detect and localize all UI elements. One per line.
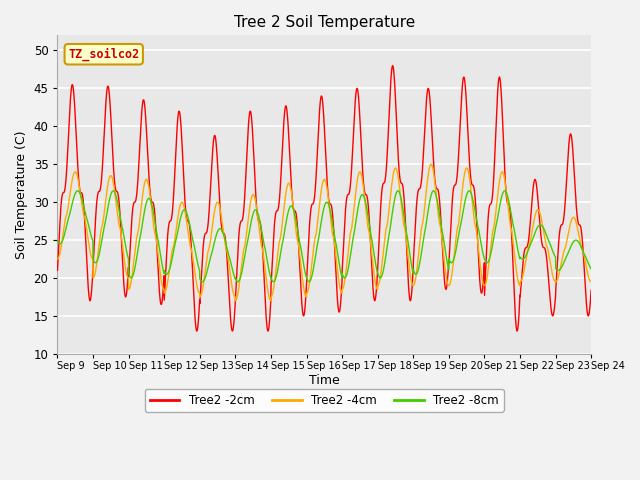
Title: Tree 2 Soil Temperature: Tree 2 Soil Temperature bbox=[234, 15, 415, 30]
Y-axis label: Soil Temperature (C): Soil Temperature (C) bbox=[15, 130, 28, 259]
X-axis label: Time: Time bbox=[309, 373, 340, 386]
Legend: Tree2 -2cm, Tree2 -4cm, Tree2 -8cm: Tree2 -2cm, Tree2 -4cm, Tree2 -8cm bbox=[145, 389, 504, 411]
Text: TZ_soilco2: TZ_soilco2 bbox=[68, 48, 140, 61]
